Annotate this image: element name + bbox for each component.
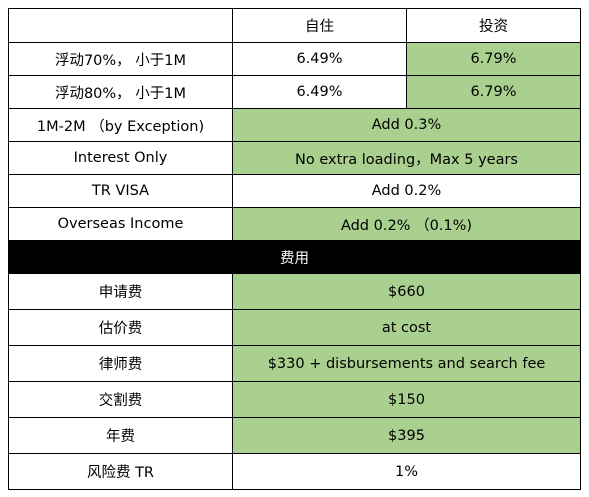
fees-section-title: 费用 bbox=[8, 240, 581, 274]
rate-label: 浮动70%， 小于1M bbox=[8, 42, 233, 76]
fee-row: 年费 $395 bbox=[8, 417, 581, 454]
fees-section-row: 费用 bbox=[8, 240, 581, 274]
fee-value: at cost bbox=[232, 309, 581, 346]
fee-value: $660 bbox=[232, 273, 581, 310]
fee-value: $395 bbox=[232, 417, 581, 454]
loading-value: Add 0.2% （0.1%) bbox=[232, 207, 581, 241]
rate-table-container: 自住 投资 浮动70%， 小于1M 6.49% 6.79% 浮动80%， 小于1… bbox=[8, 8, 581, 490]
loading-row: 1M-2M （by Exception) Add 0.3% bbox=[8, 108, 581, 142]
loading-row: Interest Only No extra loading，Max 5 yea… bbox=[8, 141, 581, 175]
rate-invest-value: 6.79% bbox=[406, 42, 581, 76]
fee-label: 风险费 TR bbox=[8, 453, 233, 490]
loading-value: Add 0.2% bbox=[232, 174, 581, 208]
fee-label: 申请费 bbox=[8, 273, 233, 310]
loading-label: TR VISA bbox=[8, 174, 233, 208]
loading-value: No extra loading，Max 5 years bbox=[232, 141, 581, 175]
column-header-investment: 投资 bbox=[406, 8, 581, 43]
loading-value: Add 0.3% bbox=[232, 108, 581, 142]
rate-row: 浮动80%， 小于1M 6.49% 6.79% bbox=[8, 75, 581, 109]
rate-invest-value: 6.79% bbox=[406, 75, 581, 109]
fee-label: 年费 bbox=[8, 417, 233, 454]
fee-label: 律师费 bbox=[8, 345, 233, 382]
header-corner-cell bbox=[8, 8, 233, 43]
loading-row: TR VISA Add 0.2% bbox=[8, 174, 581, 208]
fee-value: $330 + disbursements and search fee bbox=[232, 345, 581, 382]
fee-value: $150 bbox=[232, 381, 581, 418]
rate-owner-value: 6.49% bbox=[232, 42, 407, 76]
rate-table: 自住 投资 浮动70%， 小于1M 6.49% 6.79% 浮动80%， 小于1… bbox=[8, 8, 581, 490]
loading-label: Interest Only bbox=[8, 141, 233, 175]
rate-row: 浮动70%， 小于1M 6.49% 6.79% bbox=[8, 42, 581, 76]
fee-row: 交割费 $150 bbox=[8, 381, 581, 418]
fee-label: 估价费 bbox=[8, 309, 233, 346]
fee-row: 风险费 TR 1% bbox=[8, 453, 581, 490]
loading-label: Overseas Income bbox=[8, 207, 233, 241]
fee-row: 律师费 $330 + disbursements and search fee bbox=[8, 345, 581, 382]
fee-value: 1% bbox=[232, 453, 581, 490]
fee-row: 估价费 at cost bbox=[8, 309, 581, 346]
fee-row: 申请费 $660 bbox=[8, 273, 581, 310]
rate-owner-value: 6.49% bbox=[232, 75, 407, 109]
fee-label: 交割费 bbox=[8, 381, 233, 418]
column-header-owner-occupied: 自住 bbox=[232, 8, 407, 43]
header-row: 自住 投资 bbox=[8, 8, 581, 43]
rate-label: 浮动80%， 小于1M bbox=[8, 75, 233, 109]
loading-row: Overseas Income Add 0.2% （0.1%) bbox=[8, 207, 581, 241]
loading-label: 1M-2M （by Exception) bbox=[8, 108, 233, 142]
